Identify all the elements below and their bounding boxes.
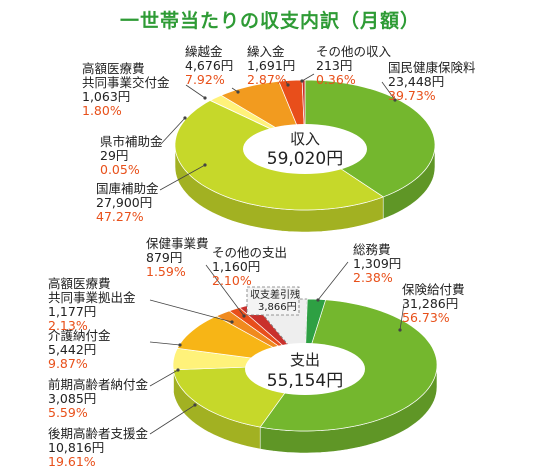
slice-amount: 27,900円	[96, 195, 152, 210]
slice-percent: 0.05%	[100, 162, 140, 177]
slice-label: 前期高齢者納付金	[48, 377, 149, 392]
pie-total: 55,154円	[267, 371, 343, 391]
slice-label: 国民健康保険料	[388, 60, 476, 75]
slice-amount: 3,866円	[258, 302, 297, 313]
slice-percent: 2.38%	[353, 270, 393, 285]
slice-amount: 213円	[316, 58, 352, 73]
slice-percent: 2.13%	[48, 318, 88, 333]
pie-total: 59,020円	[267, 149, 343, 169]
slice-percent: 9.87%	[48, 356, 88, 371]
slice-label: 高額医療費	[48, 276, 111, 291]
leader-dot	[398, 328, 401, 331]
leader-dot	[178, 343, 181, 346]
slice-label: 保健事業費	[146, 236, 209, 251]
slice-percent: 39.73%	[388, 88, 436, 103]
slice-amount: 4,676円	[185, 58, 233, 73]
slice-label: 国庫補助金	[96, 181, 159, 196]
leader-dot	[230, 320, 233, 323]
slice-percent: 2.87%	[247, 72, 287, 87]
pie-center-label: 収入	[290, 130, 320, 148]
slice-amount: 1,177円	[48, 304, 96, 319]
slice-amount: 23,448円	[388, 74, 444, 89]
slice-label: 共同事業交付金	[82, 75, 170, 90]
pie-center-label: 支出	[290, 351, 320, 369]
chart-title: 一世帯当たりの収支内訳（月額）	[0, 6, 540, 33]
slice-amount: 5,442円	[48, 342, 96, 357]
leader-line	[150, 342, 180, 345]
slice-percent: 47.27%	[96, 209, 144, 224]
leader-dot	[183, 116, 186, 119]
leader-dot	[203, 163, 206, 166]
slice-label: その他の支出	[212, 245, 287, 260]
slice-label: 後期高齢者支援金	[48, 426, 149, 441]
leader-dot	[236, 90, 239, 93]
slice-percent: 5.59%	[48, 405, 88, 420]
slice-percent: 0.36%	[316, 72, 356, 87]
leader-line	[318, 262, 348, 300]
slice-label: 共同事業拠出金	[48, 290, 136, 305]
leader-dot	[176, 368, 179, 371]
slice-percent: 7.92%	[185, 72, 225, 87]
slice-amount: 1,309円	[353, 256, 401, 271]
slice-amount: 3,085円	[48, 391, 96, 406]
leader-dot	[203, 96, 206, 99]
slice-percent: 19.61%	[48, 454, 96, 469]
slice-amount: 879円	[146, 250, 182, 265]
slice-label: 収支差引残	[250, 288, 300, 301]
leader-dot	[242, 314, 245, 317]
slice-amount: 29円	[100, 148, 128, 163]
slice-percent: 2.10%	[212, 273, 252, 288]
slice-percent: 1.80%	[82, 103, 122, 118]
slice-percent: 1.59%	[146, 264, 186, 279]
slice-percent: 56.73%	[402, 310, 450, 325]
slice-label: 繰入金	[247, 44, 285, 59]
leader-dot	[316, 298, 319, 301]
leader-line	[150, 300, 232, 322]
slice-label: その他の収入	[316, 44, 392, 59]
slice-label: 高額医療費	[82, 61, 145, 76]
leader-line	[150, 405, 195, 434]
leader-dot	[193, 403, 196, 406]
leader-dot	[286, 83, 289, 86]
slice-label: 総務費	[353, 242, 391, 257]
slice-amount: 10,816円	[48, 440, 104, 455]
slice-amount: 1,063円	[82, 89, 130, 104]
leader-dot	[300, 79, 303, 82]
slice-label: 保険給付費	[402, 282, 465, 297]
slice-label: 県市補助金	[100, 134, 163, 149]
slice-label: 繰越金	[185, 44, 223, 59]
slice-amount: 1,160円	[212, 259, 260, 274]
slice-amount: 31,286円	[402, 296, 458, 311]
slice-amount: 1,691円	[247, 58, 295, 73]
